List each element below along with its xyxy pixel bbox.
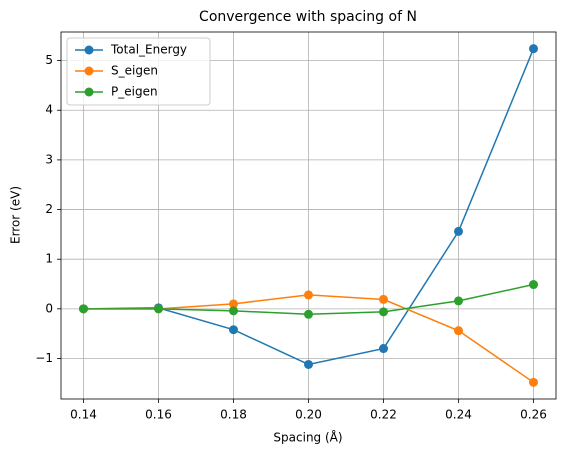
marker <box>379 294 388 304</box>
y-tick-label: 4 <box>45 103 53 117</box>
y-tick-label: 5 <box>45 53 53 67</box>
x-axis-label: Spacing (Å) <box>273 430 342 445</box>
marker <box>454 296 463 306</box>
x-tick-label: 0.24 <box>445 408 472 422</box>
x-tick-label: 0.20 <box>295 408 322 422</box>
chart-title: Convergence with spacing of N <box>199 9 417 25</box>
marker <box>529 377 538 387</box>
marker <box>379 307 388 317</box>
y-tick-label: 0 <box>45 301 53 315</box>
y-axis-label: Error (eV) <box>9 186 23 244</box>
legend-label: S_eigen <box>111 64 158 78</box>
marker <box>304 359 313 369</box>
legend-marker <box>84 87 94 97</box>
legend-label: P_eigen <box>111 85 158 99</box>
plot-frame <box>60 31 557 400</box>
x-tick-label: 0.18 <box>220 408 247 422</box>
legend-marker <box>84 66 94 76</box>
legend-box <box>66 37 211 106</box>
marker <box>79 304 88 314</box>
legend-label: Total_Energy <box>110 43 187 57</box>
marker <box>229 325 238 335</box>
y-tick-label: 2 <box>45 202 53 216</box>
x-tick-label: 0.16 <box>145 408 172 422</box>
y-tick-label: 1 <box>45 252 53 266</box>
y-tick-label: 3 <box>45 152 53 166</box>
marker <box>229 306 238 316</box>
marker <box>304 290 313 300</box>
marker <box>454 226 463 236</box>
legend: Total_Energy S_eigen P_eigen <box>66 37 211 106</box>
x-tick-label: 0.14 <box>70 408 97 422</box>
x-tick-label: 0.26 <box>520 408 547 422</box>
marker <box>529 44 538 54</box>
y-tick-label: −1 <box>35 351 53 365</box>
marker <box>454 326 463 336</box>
x-tick-label: 0.22 <box>370 408 397 422</box>
marker <box>379 344 388 354</box>
marker <box>229 299 238 309</box>
marker <box>529 280 538 290</box>
marker <box>304 309 313 319</box>
legend-marker <box>84 45 94 55</box>
marker <box>154 304 163 314</box>
